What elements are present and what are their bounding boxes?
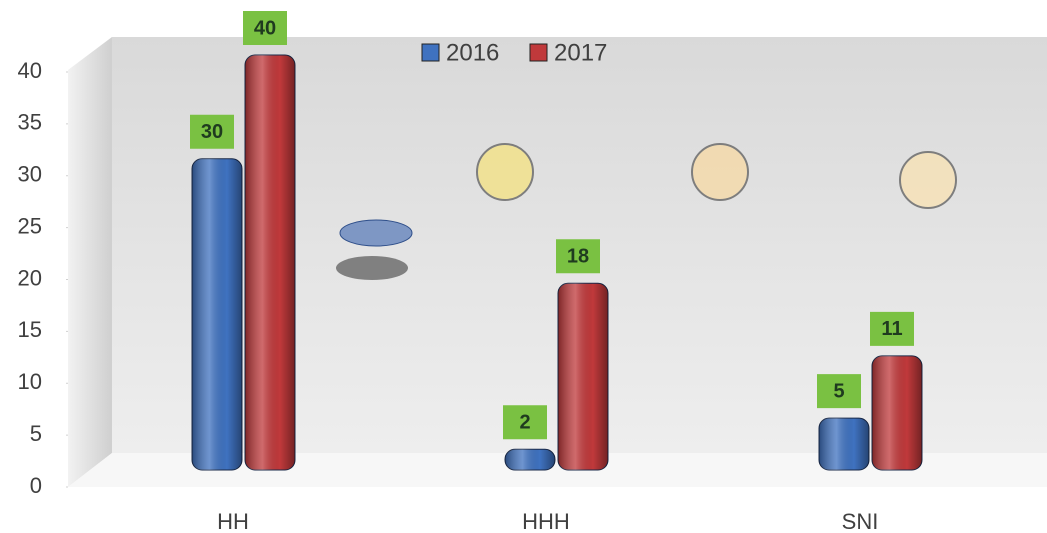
legend: 2016 2017: [421, 39, 607, 66]
y-tick-label: 40: [18, 58, 42, 83]
x-tick-label: HH: [217, 509, 249, 533]
y-tick-label: 35: [18, 110, 42, 135]
legend-label: 2017: [554, 39, 607, 66]
data-label-box: [503, 405, 547, 440]
data-label-box: [556, 239, 600, 274]
legend-swatch: [421, 43, 440, 62]
data-label: 30: [201, 121, 223, 143]
decoration: [691, 143, 749, 201]
data-label-box: [870, 311, 914, 346]
y-tick-label: 15: [18, 317, 42, 342]
decoration: [899, 151, 957, 209]
decoration: [336, 256, 408, 280]
x-tick-label: HHH: [522, 509, 570, 533]
data-label: 11: [881, 318, 902, 340]
floor: [68, 453, 1047, 487]
x-tick-label: SNI: [842, 509, 879, 533]
bar-shade: [872, 355, 922, 470]
bar-shade: [245, 55, 295, 470]
y-tick-label: 10: [18, 369, 42, 394]
data-label-box: [243, 11, 287, 45]
side-wall: [68, 37, 112, 487]
y-tick-label: 0: [30, 473, 42, 498]
y-tick-label: 25: [18, 213, 42, 238]
bar-shade: [819, 418, 869, 470]
data-label-box: [817, 374, 861, 409]
y-tick-label: 20: [18, 265, 42, 290]
decoration: [476, 143, 534, 201]
legend-label: 2016: [446, 39, 499, 66]
data-label: 5: [833, 380, 844, 402]
bar-shade: [192, 158, 242, 470]
y-tick-label: 30: [18, 162, 42, 187]
decoration: [339, 219, 413, 247]
data-label-box: [190, 114, 234, 149]
bar-shade: [558, 283, 608, 470]
y-tick-label: 5: [30, 421, 42, 446]
legend-swatch: [529, 43, 548, 62]
data-label: 2: [519, 412, 530, 434]
data-label: 18: [567, 246, 589, 268]
data-label: 40: [254, 17, 276, 39]
bar-shade: [505, 449, 555, 470]
